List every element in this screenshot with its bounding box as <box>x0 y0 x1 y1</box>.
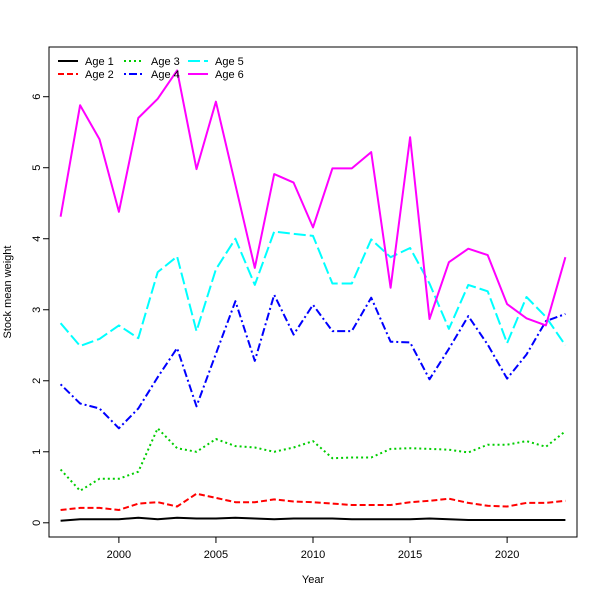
x-tick-label: 2000 <box>107 549 131 561</box>
x-axis: 2000 2005 2010 2015 2020 <box>107 537 519 561</box>
x-tick-label: 2005 <box>204 549 228 561</box>
legend-label: Age 5 <box>215 56 244 68</box>
x-tick-label: 2015 <box>398 549 422 561</box>
y-tick-label: 4 <box>31 236 43 242</box>
series-line-age-2 <box>60 492 566 511</box>
series-line-age-3 <box>59 427 567 492</box>
y-tick-label: 6 <box>31 94 43 100</box>
y-axis: 0 1 2 3 4 5 6 <box>31 94 49 526</box>
legend-label: Age 1 <box>85 56 114 68</box>
series-layer <box>59 69 567 522</box>
y-tick-label: 0 <box>31 520 43 526</box>
x-axis-title: Year <box>302 574 325 586</box>
series-line-age-1 <box>60 516 566 522</box>
y-tick-label: 2 <box>31 378 43 384</box>
series-line-age-4 <box>59 293 566 430</box>
series-line-age-6 <box>59 69 567 327</box>
x-tick-label: 2010 <box>301 549 325 561</box>
y-tick-label: 5 <box>31 165 43 171</box>
y-tick-label: 1 <box>31 449 43 455</box>
legend-label: Age 3 <box>151 56 180 68</box>
legend-label: Age 2 <box>85 69 114 81</box>
series-line-age-5 <box>59 230 567 347</box>
y-tick-label: 3 <box>31 307 43 313</box>
plot-frame <box>48 46 578 538</box>
legend-label: Age 6 <box>215 69 244 81</box>
legend-label: Age 4 <box>151 69 180 81</box>
x-tick-label: 2020 <box>495 549 519 561</box>
y-axis-title: Stock mean weight <box>2 246 14 339</box>
